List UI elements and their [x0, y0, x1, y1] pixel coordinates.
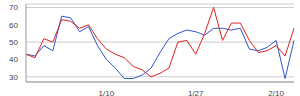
svg-text:30: 30: [9, 73, 18, 82]
svg-text:1/10: 1/10: [99, 89, 115, 96]
svg-text:60: 60: [9, 21, 18, 30]
svg-text:2/10: 2/10: [268, 89, 284, 96]
svg-text:40: 40: [9, 55, 18, 64]
svg-text:50: 50: [9, 38, 18, 47]
svg-text:1/27: 1/27: [188, 89, 204, 96]
svg-text:70: 70: [9, 3, 18, 12]
